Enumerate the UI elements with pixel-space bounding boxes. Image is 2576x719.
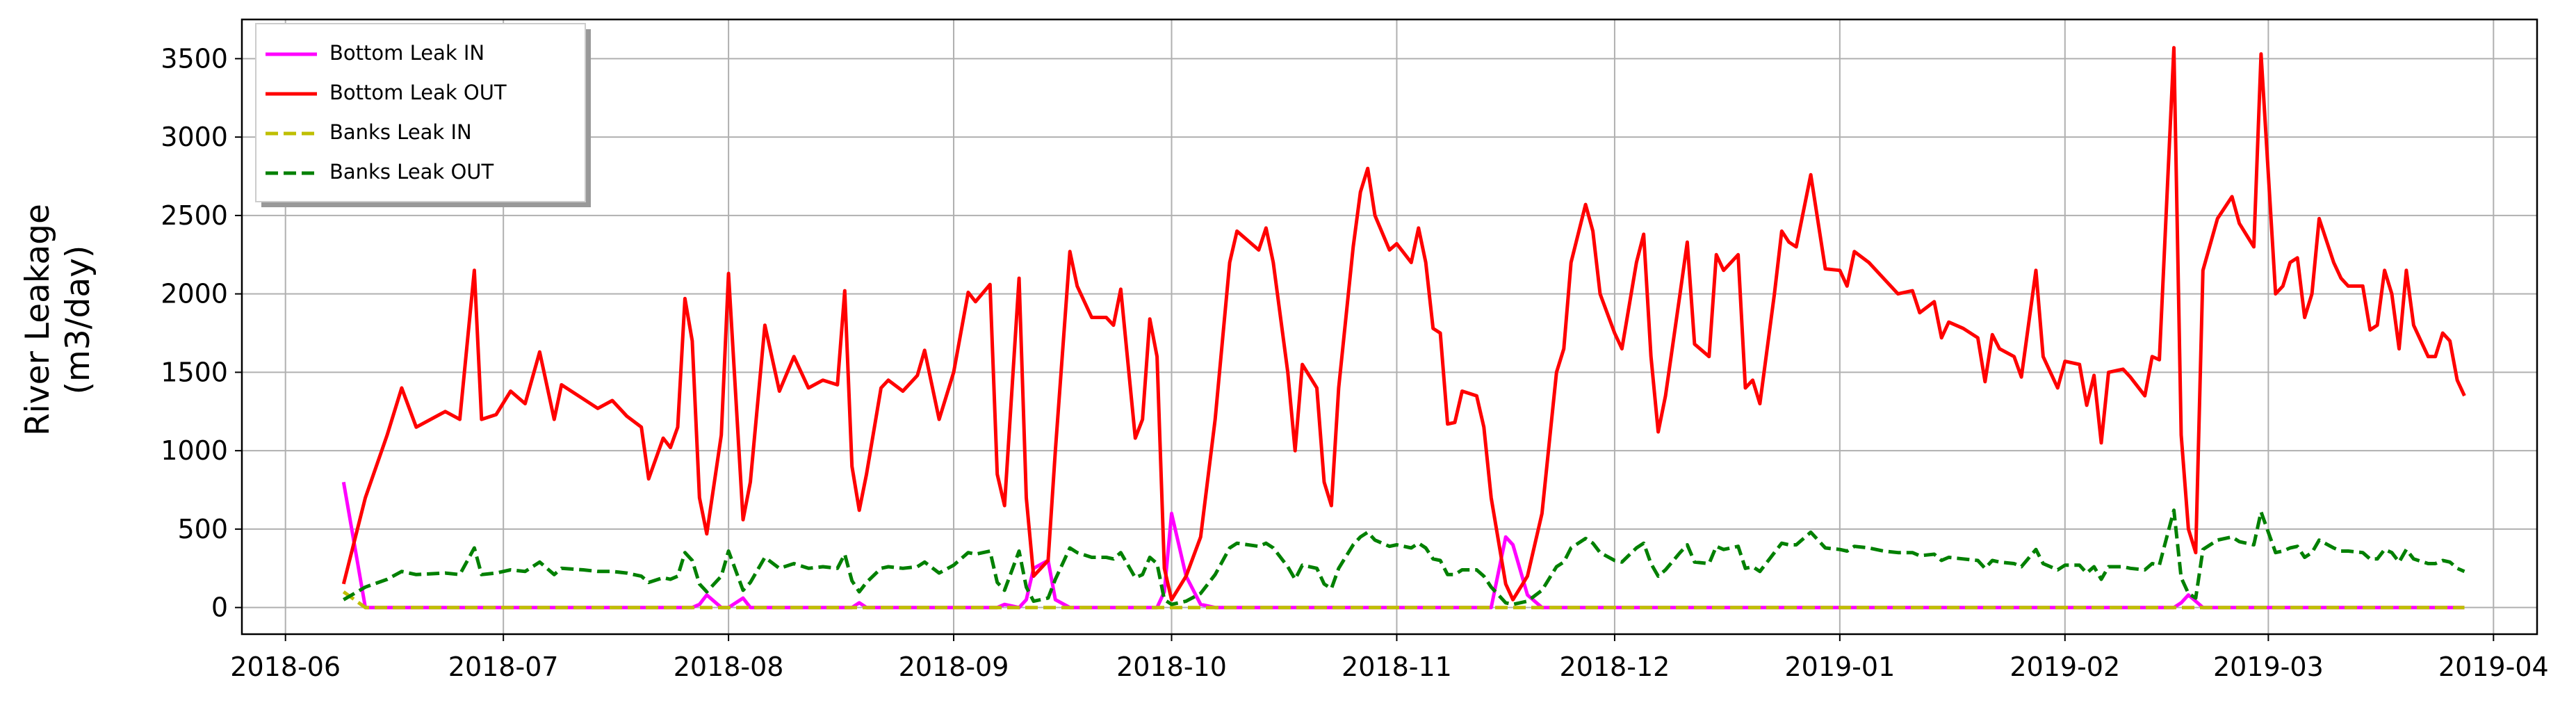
y-tick-label: 500 [177,514,228,544]
y-axis-label: River Leakage [19,204,57,436]
legend-label: Banks Leak IN [329,120,472,144]
series-line [341,481,2465,610]
y-tick-label: 2500 [161,200,228,231]
x-tick-label: 2018-06 [230,652,341,682]
plot-frame [241,18,2538,636]
legend: Bottom Leak IN Bottom Leak OUT Banks Leak … [255,23,591,207]
x-tick-label: 2019-02 [2010,652,2120,682]
series-line [341,46,2466,601]
x-tick-label: 2018-10 [1116,652,1227,682]
x-tick-label: 2018-11 [1342,652,1452,682]
legend-label: Bottom Leak OUT [329,81,507,104]
y-tick-label: 2000 [161,279,228,309]
x-tick-label: 2018-09 [899,652,1009,682]
y-tick-label: 3500 [161,43,228,74]
x-tick-label: 2019-04 [2438,652,2549,682]
x-tick-label: 2018-07 [448,652,559,682]
series-line [342,590,2465,610]
y-axis-label: (m3/day) [59,245,97,395]
legend-label: Bottom Leak IN [329,41,484,65]
legend-label: Banks Leak OUT [329,160,494,184]
series-line [343,508,2465,606]
x-tick-label: 2018-08 [674,652,784,682]
x-tick-label: 2018-12 [1560,652,1670,682]
y-tick-label: 0 [211,592,228,623]
y-tick-label: 1500 [161,357,228,387]
y-tick-label: 3000 [161,122,228,152]
x-tick-label: 2019-01 [1784,652,1895,682]
x-tick-label: 2019-03 [2213,652,2324,682]
y-tick-label: 1000 [161,435,228,466]
